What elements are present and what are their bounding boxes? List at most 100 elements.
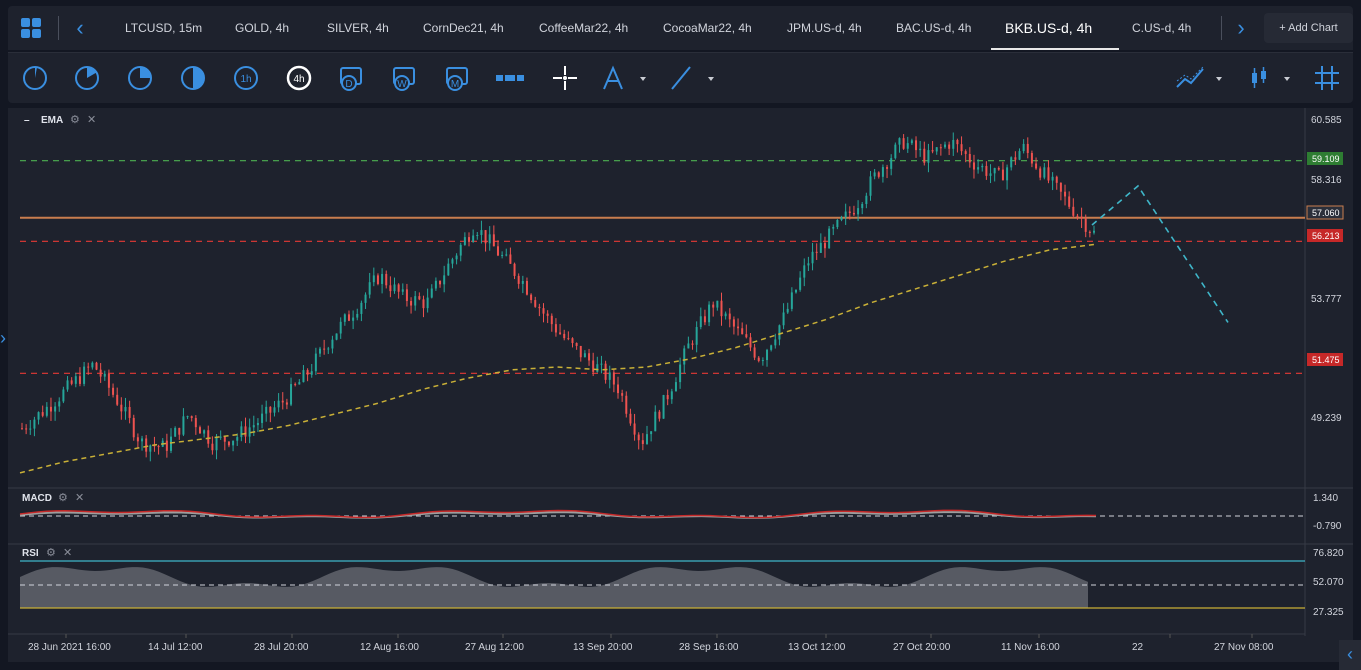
candle-body — [525, 280, 528, 295]
price-lines[interactable] — [20, 160, 1305, 374]
candle-body — [881, 167, 884, 177]
price-tag-red — [1307, 353, 1343, 366]
candle-body — [509, 254, 512, 264]
candle-body — [323, 348, 326, 350]
candle-body — [741, 328, 744, 335]
candle-body — [1051, 176, 1054, 181]
chart-canvas[interactable]: 60.585 58.316 53.777 49.239 59.109 57.06… — [8, 108, 1353, 662]
candle-body — [1064, 191, 1067, 197]
macd-settings-gear-icon[interactable]: ⚙ — [58, 492, 68, 504]
timeframe-1m-icon[interactable] — [20, 63, 50, 93]
rsi-settings-gear-icon[interactable]: ⚙ — [46, 547, 56, 559]
candle-body — [931, 150, 934, 152]
ema-path — [19, 243, 1095, 474]
candle-body — [33, 419, 36, 429]
crosshair-icon[interactable] — [550, 63, 580, 93]
macd-close-icon[interactable]: ✕ — [75, 492, 85, 504]
add-chart-button[interactable]: + Add Chart — [1264, 13, 1353, 43]
candle-body — [368, 282, 371, 295]
projection-path[interactable] — [1091, 184, 1229, 323]
grid-toggle-icon[interactable] — [1312, 63, 1342, 93]
timeframe-4h-icon[interactable]: 4h — [284, 63, 314, 93]
drawing-tools-chevron-down-icon[interactable] — [638, 63, 668, 93]
candle-body — [559, 332, 562, 334]
candle-body — [347, 314, 350, 321]
time-axis[interactable]: 28 Jun 2021 16:00 14 Jul 12:00 28 Jul 20:0… — [28, 634, 1274, 653]
tab-silver[interactable]: SILVER, 4h — [327, 21, 389, 35]
candle-body — [757, 357, 760, 361]
price-tag-label: 57.060 — [1312, 208, 1340, 218]
trend-line-chevron-down-icon[interactable] — [706, 63, 736, 93]
tabs-next-chevron-icon[interactable]: › — [1237, 15, 1245, 40]
candle-body — [939, 147, 942, 149]
candle-body — [960, 144, 963, 152]
timeframe-weekly-icon[interactable]: W — [390, 63, 420, 93]
candle-body — [687, 343, 690, 349]
candle-body — [476, 234, 479, 236]
trend-line-icon[interactable] — [666, 63, 696, 93]
candle-body — [658, 411, 661, 419]
pane-toggle-icon[interactable]: – — [24, 115, 30, 126]
candlestick-type-icon[interactable] — [1244, 63, 1274, 93]
candle-body — [815, 251, 818, 253]
candle-body — [70, 380, 73, 384]
tab-bac[interactable]: BAC.US-d, 4h — [896, 21, 972, 35]
indicators-chevron-down-icon[interactable] — [1214, 63, 1244, 93]
candle-body — [865, 195, 868, 205]
candle-body — [29, 428, 32, 430]
tab-corn[interactable]: CornDec21, 4h — [423, 21, 504, 35]
tab-coffee[interactable]: CoffeeMar22, 4h — [539, 21, 629, 35]
candle-body — [215, 437, 218, 451]
ema-settings-gear-icon[interactable]: ⚙ — [70, 114, 80, 126]
ema-close-icon[interactable]: ✕ — [87, 114, 97, 126]
layout-grid-icon[interactable] — [20, 17, 42, 39]
tab-jpm[interactable]: JPM.US-d, 4h — [787, 21, 862, 35]
timeframe-monthly-icon[interactable]: M — [443, 63, 473, 93]
timeframe-5m-icon[interactable] — [72, 63, 102, 93]
tab-ltcusd[interactable]: LTCUSD, 15m — [125, 21, 203, 35]
candle-body — [49, 406, 52, 412]
ruler-icon[interactable] — [495, 63, 525, 93]
candle-body — [198, 427, 201, 434]
candle-body — [1026, 143, 1029, 154]
drawing-tools-icon[interactable] — [598, 63, 628, 93]
chart-area[interactable]: 60.585 58.316 53.777 49.239 59.109 57.06… — [8, 108, 1353, 662]
chart-type-chevron-down-icon[interactable] — [1282, 63, 1312, 93]
candle-body — [732, 319, 735, 327]
rsi-close-icon[interactable]: ✕ — [63, 547, 73, 559]
timeframe-15m-icon[interactable] — [125, 63, 155, 93]
candle-body — [356, 313, 359, 318]
tab-gold[interactable]: GOLD, 4h — [235, 21, 290, 35]
candle-body — [720, 300, 723, 317]
left-panel-chevron-icon[interactable]: › — [0, 328, 6, 348]
candle-body — [836, 219, 839, 228]
candle-body — [935, 147, 938, 152]
scroll-back-chevron-icon[interactable]: ‹ — [1339, 640, 1361, 670]
candle-body — [645, 434, 648, 444]
projection-line[interactable] — [1091, 184, 1229, 323]
timeframe-daily-icon[interactable]: D — [337, 63, 367, 93]
candle-body — [670, 391, 673, 400]
candle-body — [484, 230, 487, 244]
candle-body — [927, 150, 930, 163]
timeframe-30m-icon[interactable] — [178, 63, 208, 93]
candle-body — [948, 144, 951, 149]
timeframe-weekly-label: W — [397, 79, 407, 90]
indicators-icon[interactable] — [1175, 63, 1205, 93]
timeframe-4h-label: 4h — [293, 74, 304, 85]
time-tick: 13 Sep 20:00 — [573, 642, 633, 653]
timeframe-1h-icon[interactable]: 1h — [231, 63, 261, 93]
tab-cocoa[interactable]: CocoaMar22, 4h — [663, 21, 752, 35]
candle-body — [633, 423, 636, 435]
candle-body — [207, 430, 210, 444]
candle-body — [724, 313, 727, 317]
candle-body — [629, 413, 632, 424]
price-tick: 60.585 — [1311, 115, 1342, 126]
tab-bkb[interactable]: BKB.US-d, 4h — [1005, 20, 1093, 36]
candle-body — [902, 138, 905, 149]
tab-c[interactable]: C.US-d, 4h — [1132, 21, 1192, 35]
price-tag-red — [1307, 229, 1343, 242]
candle-body — [679, 364, 682, 383]
tabs-prev-chevron-icon[interactable]: ‹ — [76, 15, 84, 40]
candle-body — [728, 313, 731, 320]
